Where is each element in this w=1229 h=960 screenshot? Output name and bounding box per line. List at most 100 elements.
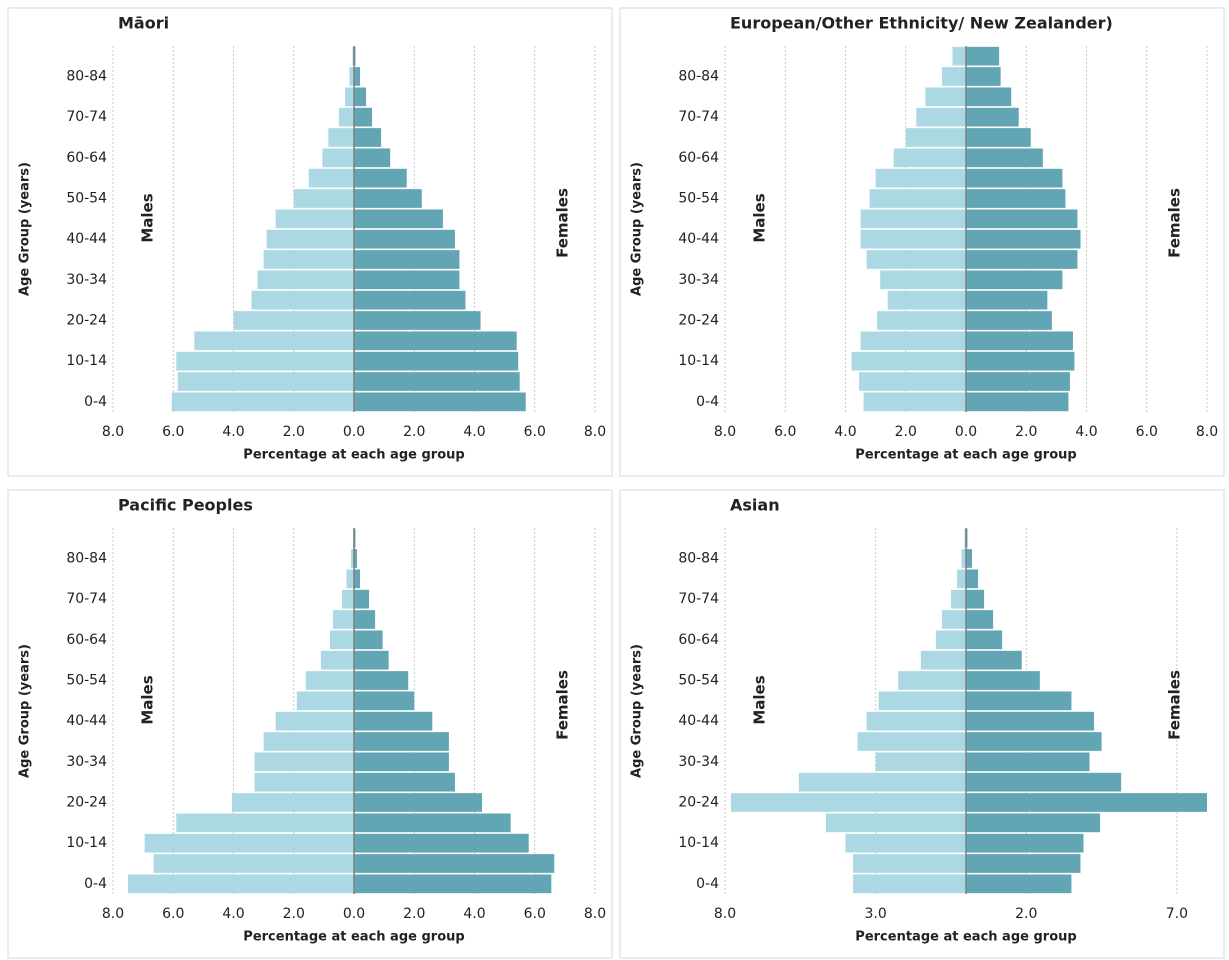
bar bbox=[966, 87, 1012, 107]
bar bbox=[257, 270, 354, 290]
bar bbox=[354, 372, 520, 391]
x-tick-label: 4.0 bbox=[834, 424, 856, 440]
bar bbox=[863, 392, 966, 412]
bar bbox=[328, 128, 354, 147]
bar bbox=[798, 772, 966, 792]
x-tick-label: 8.0 bbox=[102, 424, 124, 440]
x-tick-label: 4.0 bbox=[463, 906, 485, 922]
bar bbox=[853, 854, 966, 873]
y-tick-label: 0-4 bbox=[84, 394, 107, 410]
bar bbox=[966, 351, 1075, 371]
bar bbox=[171, 392, 354, 412]
bar bbox=[354, 351, 519, 371]
bar bbox=[354, 671, 409, 690]
bar bbox=[966, 630, 1003, 650]
bar bbox=[941, 610, 966, 629]
bar bbox=[354, 691, 415, 711]
y-axis-label: Age Group (years) bbox=[18, 644, 33, 778]
x-tick-label: 2.0 bbox=[1015, 906, 1037, 922]
bar bbox=[354, 209, 443, 229]
bar bbox=[354, 168, 407, 188]
bar bbox=[860, 331, 966, 351]
y-tick-label: 60-64 bbox=[66, 632, 107, 648]
y-tick-label: 80-84 bbox=[678, 551, 719, 567]
bar bbox=[966, 833, 1084, 853]
bar bbox=[875, 752, 966, 772]
series-annotation: Males bbox=[751, 675, 769, 724]
x-tick-label: 2.0 bbox=[403, 424, 425, 440]
y-tick-label: 20-24 bbox=[66, 795, 107, 811]
x-tick-label: 0.0 bbox=[955, 424, 977, 440]
chart-title: Māori bbox=[118, 14, 169, 33]
bar bbox=[354, 630, 383, 650]
x-tick-label: 2.0 bbox=[283, 424, 305, 440]
bar bbox=[966, 189, 1066, 208]
bar bbox=[966, 874, 1072, 894]
bar bbox=[338, 107, 354, 127]
x-tick-label: 8.0 bbox=[584, 906, 606, 922]
y-tick-label: 30-34 bbox=[678, 754, 719, 770]
x-tick-label: 6.0 bbox=[162, 906, 184, 922]
bar bbox=[966, 589, 985, 609]
y-tick-label: 60-64 bbox=[678, 632, 719, 648]
x-tick-label: 8.0 bbox=[714, 906, 736, 922]
x-tick-label: 4.0 bbox=[222, 424, 244, 440]
bar bbox=[966, 711, 1095, 731]
bar bbox=[354, 874, 552, 894]
bar bbox=[354, 250, 460, 269]
bar bbox=[966, 854, 1081, 873]
bar bbox=[859, 372, 966, 391]
bar bbox=[966, 128, 1031, 147]
chart-title: Asian bbox=[730, 496, 780, 515]
bar bbox=[966, 46, 1000, 66]
x-axis-label: Percentage at each age group bbox=[855, 448, 1076, 463]
bar bbox=[966, 549, 973, 568]
bar bbox=[966, 671, 1040, 690]
y-tick-label: 10-14 bbox=[678, 353, 719, 369]
bar bbox=[354, 549, 358, 568]
bar bbox=[263, 732, 354, 751]
bar bbox=[354, 392, 526, 412]
y-tick-label: 80-84 bbox=[66, 69, 107, 85]
bar bbox=[966, 250, 1078, 269]
bar bbox=[878, 691, 966, 711]
bar bbox=[866, 250, 966, 269]
bar bbox=[354, 229, 455, 249]
bar bbox=[275, 209, 354, 229]
bar bbox=[354, 528, 356, 548]
chart-panel: 8.0 6.0 4.0 2.0 0.0 2.0 4.0 6.0 8.0 0-4 10-14 20-24… bbox=[7, 7, 613, 477]
bar bbox=[956, 569, 966, 589]
bar bbox=[966, 67, 1001, 86]
bar bbox=[966, 148, 1043, 168]
chart-title: European/Other Ethnicity/ New Zealander) bbox=[730, 14, 1113, 33]
y-tick-label: 60-64 bbox=[66, 150, 107, 166]
bar bbox=[920, 650, 966, 670]
y-axis-label: Age Group (years) bbox=[630, 644, 645, 778]
x-tick-label: 6.0 bbox=[524, 424, 546, 440]
bar bbox=[332, 610, 354, 629]
y-tick-label: 50-54 bbox=[678, 191, 719, 207]
bar bbox=[354, 87, 367, 107]
series-annotation: Females bbox=[554, 670, 572, 740]
x-tick-label: 6.0 bbox=[1136, 424, 1158, 440]
x-tick-label: 3.0 bbox=[864, 906, 886, 922]
y-tick-label: 50-54 bbox=[678, 673, 719, 689]
x-tick-label: 8.0 bbox=[584, 424, 606, 440]
x-tick-label: 8.0 bbox=[714, 424, 736, 440]
bar bbox=[354, 793, 483, 812]
x-axis-label: Percentage at each age group bbox=[243, 448, 464, 463]
bar bbox=[887, 290, 966, 310]
bar bbox=[354, 189, 422, 208]
x-tick-label: 8.0 bbox=[102, 906, 124, 922]
bar bbox=[349, 67, 354, 86]
bar bbox=[966, 752, 1090, 772]
bar bbox=[966, 569, 979, 589]
y-tick-label: 70-74 bbox=[66, 109, 107, 125]
bar bbox=[857, 732, 966, 751]
bar bbox=[845, 833, 966, 853]
bar bbox=[233, 311, 354, 330]
x-axis-label: Percentage at each age group bbox=[855, 930, 1076, 945]
bar bbox=[898, 671, 966, 690]
series-annotation: Males bbox=[139, 193, 157, 242]
bar bbox=[354, 833, 529, 853]
